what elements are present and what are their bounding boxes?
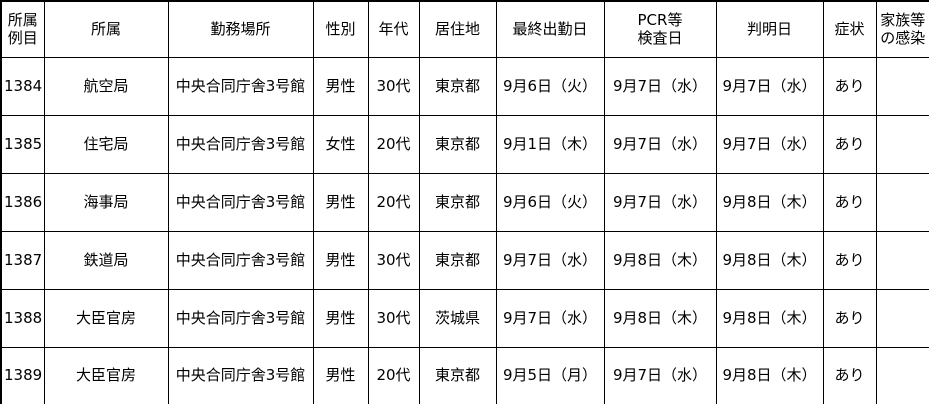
cell-last-work-day: 9月6日（火） (495, 56, 605, 116)
cell-family-infection (875, 56, 929, 116)
cell-residence: 東京都 (418, 56, 497, 116)
cell-confirmed-date: 9月7日（水） (715, 56, 824, 116)
cell-affiliation: 航空局 (43, 56, 169, 116)
cell-pcr-test-date: 9月8日（木） (603, 288, 717, 348)
cell-symptoms: あり (822, 56, 877, 116)
header-workplace: 勤務場所 (167, 0, 314, 58)
cell-last-work-day: 9月1日（木） (495, 114, 605, 174)
cell-confirmed-date: 9月8日（木） (715, 172, 824, 232)
cell-gender: 男性 (312, 230, 369, 290)
cell-workplace: 中央合同庁舎3号館 (167, 114, 314, 174)
cell-age: 30代 (367, 56, 420, 116)
cell-gender: 男性 (312, 346, 369, 404)
cell-last-work-day: 9月7日（水） (495, 230, 605, 290)
header-affiliation: 所属 (43, 0, 169, 58)
cell-affiliation: 大臣官房 (43, 288, 169, 348)
table-body: 1384 航空局 中央合同庁舎3号館 男性 30代 東京都 9月6日（火） 9月… (0, 56, 929, 404)
cell-last-work-day: 9月7日（水） (495, 288, 605, 348)
table-row: 1384 航空局 中央合同庁舎3号館 男性 30代 東京都 9月6日（火） 9月… (0, 56, 929, 116)
cell-last-work-day: 9月5日（月） (495, 346, 605, 404)
cell-age: 20代 (367, 346, 420, 404)
cell-pcr-test-date: 9月7日（水） (603, 172, 717, 232)
header-example-no: 所属 例目 (0, 0, 45, 58)
header-symptoms: 症状 (822, 0, 877, 58)
cell-last-work-day: 9月6日（火） (495, 172, 605, 232)
header-confirmed-date: 判明日 (715, 0, 824, 58)
cell-family-infection (875, 288, 929, 348)
table-row: 1385 住宅局 中央合同庁舎3号館 女性 20代 東京都 9月1日（木） 9月… (0, 114, 929, 174)
cell-symptoms: あり (822, 288, 877, 348)
table-row: 1386 海事局 中央合同庁舎3号館 男性 20代 東京都 9月6日（火） 9月… (0, 172, 929, 232)
header-residence: 居住地 (418, 0, 497, 58)
cell-symptoms: あり (822, 230, 877, 290)
cell-workplace: 中央合同庁舎3号館 (167, 56, 314, 116)
cell-example-no: 1386 (0, 172, 45, 232)
header-row: 所属 例目 所属 勤務場所 性別 年代 居住地 最終出勤日 PCR等 検査日 判… (0, 0, 929, 58)
cell-affiliation: 大臣官房 (43, 346, 169, 404)
cell-workplace: 中央合同庁舎3号館 (167, 172, 314, 232)
cell-symptoms: あり (822, 114, 877, 174)
header-gender: 性別 (312, 0, 369, 58)
cell-residence: 東京都 (418, 114, 497, 174)
table-row: 1388 大臣官房 中央合同庁舎3号館 男性 30代 茨城県 9月7日（水） 9… (0, 288, 929, 348)
table-header: 所属 例目 所属 勤務場所 性別 年代 居住地 最終出勤日 PCR等 検査日 判… (0, 0, 929, 58)
cell-symptoms: あり (822, 346, 877, 404)
cell-symptoms: あり (822, 172, 877, 232)
cell-residence: 東京都 (418, 172, 497, 232)
cell-example-no: 1387 (0, 230, 45, 290)
cell-confirmed-date: 9月8日（木） (715, 230, 824, 290)
cell-pcr-test-date: 9月7日（水） (603, 346, 717, 404)
cell-workplace: 中央合同庁舎3号館 (167, 288, 314, 348)
cell-age: 20代 (367, 172, 420, 232)
cell-workplace: 中央合同庁舎3号館 (167, 230, 314, 290)
cell-workplace: 中央合同庁舎3号館 (167, 346, 314, 404)
cell-confirmed-date: 9月8日（木） (715, 288, 824, 348)
cell-residence: 東京都 (418, 346, 497, 404)
cell-affiliation: 海事局 (43, 172, 169, 232)
cell-affiliation: 住宅局 (43, 114, 169, 174)
cell-age: 30代 (367, 230, 420, 290)
cell-age: 30代 (367, 288, 420, 348)
cell-gender: 男性 (312, 56, 369, 116)
header-age: 年代 (367, 0, 420, 58)
cell-example-no: 1385 (0, 114, 45, 174)
header-last-work-day: 最終出勤日 (495, 0, 605, 58)
cell-pcr-test-date: 9月8日（木） (603, 230, 717, 290)
cell-family-infection (875, 230, 929, 290)
cell-family-infection (875, 172, 929, 232)
cell-family-infection (875, 114, 929, 174)
cell-gender: 男性 (312, 288, 369, 348)
table-row: 1387 鉄道局 中央合同庁舎3号館 男性 30代 東京都 9月7日（水） 9月… (0, 230, 929, 290)
header-pcr-test-date: PCR等 検査日 (603, 0, 717, 58)
cell-residence: 茨城県 (418, 288, 497, 348)
cell-gender: 男性 (312, 172, 369, 232)
header-family-infection: 家族等 の感染 (875, 0, 929, 58)
cell-example-no: 1384 (0, 56, 45, 116)
cell-family-infection (875, 346, 929, 404)
cell-confirmed-date: 9月8日（木） (715, 346, 824, 404)
cell-age: 20代 (367, 114, 420, 174)
cell-example-no: 1388 (0, 288, 45, 348)
cell-pcr-test-date: 9月7日（水） (603, 56, 717, 116)
cell-pcr-test-date: 9月7日（水） (603, 114, 717, 174)
cell-gender: 女性 (312, 114, 369, 174)
table-row: 1389 大臣官房 中央合同庁舎3号館 男性 20代 東京都 9月5日（月） 9… (0, 346, 929, 404)
cell-example-no: 1389 (0, 346, 45, 404)
cell-confirmed-date: 9月7日（水） (715, 114, 824, 174)
cell-residence: 東京都 (418, 230, 497, 290)
cell-affiliation: 鉄道局 (43, 230, 169, 290)
